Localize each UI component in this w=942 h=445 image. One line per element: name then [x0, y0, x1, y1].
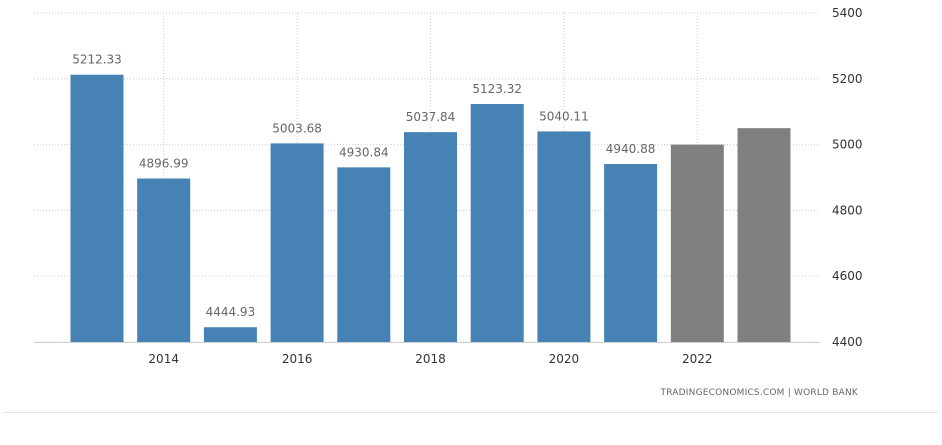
forecast-bar [737, 128, 791, 342]
bar-value-label: 5212.33 [72, 53, 122, 67]
bar-chart: 4400 4600 4800 5000 5200 5400 2014 2016 2018 2020… [34, 6, 863, 366]
forecast-bar [670, 144, 724, 342]
bar [604, 164, 658, 342]
bar [470, 104, 524, 343]
bar-value-label: 4930.84 [339, 145, 389, 159]
bar-value-label: 4444.93 [206, 305, 256, 319]
y-tick-label: 5400 [832, 6, 863, 20]
bar [203, 327, 257, 342]
x-tick-label: 2022 [682, 352, 713, 366]
y-tick-label: 4400 [832, 335, 863, 349]
bar [70, 74, 124, 342]
bar [137, 178, 191, 342]
bar [404, 132, 457, 342]
y-tick-label: 4600 [832, 269, 863, 283]
x-tick-label: 2014 [148, 352, 179, 366]
y-tick-label: 4800 [832, 203, 863, 217]
x-tick-label: 2020 [549, 352, 580, 366]
bar [537, 131, 591, 342]
chart-frame: 4400 4600 4800 5000 5200 5400 2014 2016 2018 2020… [4, 0, 938, 413]
y-tick-label: 5200 [832, 72, 863, 86]
source-credit: TRADINGECONOMICS.COM | WORLD BANK [660, 388, 858, 398]
bar [270, 143, 324, 342]
x-tick-label: 2016 [282, 352, 313, 366]
bar-value-label: 4940.88 [606, 142, 656, 156]
bar-value-label: 5003.68 [272, 121, 322, 135]
bar-value-label: 4896.99 [139, 156, 189, 170]
bar-value-label: 5037.84 [406, 110, 456, 124]
bar [337, 167, 391, 342]
bar-value-label: 5123.32 [472, 82, 522, 96]
bar-value-label: 5040.11 [539, 109, 589, 123]
x-tick-label: 2018 [415, 352, 446, 366]
y-tick-label: 5000 [832, 138, 863, 152]
